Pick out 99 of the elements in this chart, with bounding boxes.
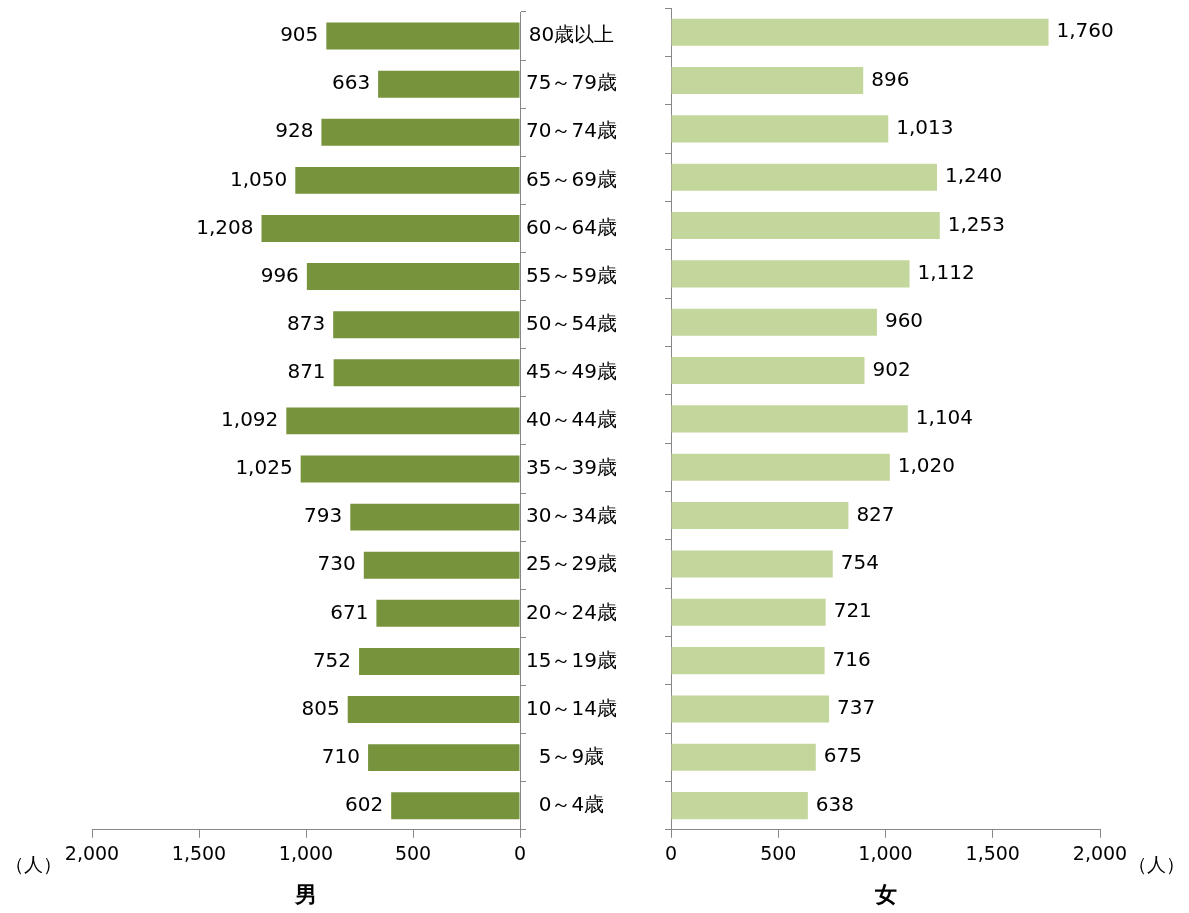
y-tick-label: 50～54歳 (526, 310, 617, 335)
y-tick-label: 45～49歳 (526, 359, 617, 383)
bar (359, 647, 520, 675)
data-label: 827 (856, 501, 895, 526)
bar (333, 311, 520, 339)
data-label: 716 (832, 646, 871, 671)
data-label: 871 (287, 359, 326, 383)
data-label: 663 (331, 70, 371, 95)
bar (671, 66, 864, 95)
x-tick-label: 1,000 (278, 842, 334, 865)
data-label: 675 (823, 743, 862, 768)
text: （人） (1128, 852, 1185, 875)
data-label: 1,208 (196, 214, 254, 239)
data-label: 805 (301, 695, 340, 720)
x-axis-title: 女 (873, 881, 897, 907)
data-label: 1,013 (896, 115, 954, 140)
data-label: 896 (871, 66, 910, 91)
y-tick-label: 60～64歳 (526, 214, 617, 239)
y-tick-label: 20～24歳 (526, 599, 617, 624)
data-label: 737 (837, 695, 876, 720)
data-label: 752 (312, 647, 352, 672)
bar (300, 455, 520, 483)
y-tick-label: 15～19歳 (526, 647, 617, 672)
x-tick-label: 500 (394, 842, 432, 865)
bar (671, 502, 849, 530)
x-tick-label: 2,000 (64, 842, 120, 865)
bar (671, 598, 826, 626)
y-tick-label: 0～4歳 (538, 791, 605, 816)
bar (671, 115, 889, 143)
bar (671, 647, 825, 675)
data-label: 1,092 (221, 407, 279, 432)
data-label: 1,050 (230, 166, 288, 191)
data-label: 1,240 (944, 163, 1003, 188)
bar (671, 792, 808, 820)
bar (295, 166, 520, 194)
bar (261, 215, 520, 242)
data-label: 710 (321, 743, 361, 768)
bar (306, 263, 520, 291)
bar (671, 695, 830, 723)
data-label: 721 (833, 598, 872, 623)
data-label: 902 (872, 356, 911, 381)
x-tick-label: 1,500 (965, 842, 1020, 865)
bar (326, 22, 520, 50)
data-label: 928 (275, 118, 314, 143)
x-tick-label: 500 (760, 842, 797, 865)
bar (391, 792, 520, 820)
x-tick-label: 0 (513, 842, 527, 865)
data-label: 996 (260, 262, 299, 287)
bar (368, 744, 520, 772)
bar (378, 70, 520, 98)
y-tick-label: 25～29歳 (526, 551, 617, 576)
y-tick-label: 55～59歳 (526, 262, 617, 287)
bar (321, 118, 520, 146)
bar (333, 359, 520, 387)
bar (363, 551, 520, 579)
bar (671, 163, 937, 191)
y-tick-label: 30～34歳 (526, 503, 617, 528)
data-label: 793 (304, 503, 343, 528)
y-tick-label: 5～9歳 (538, 743, 605, 768)
data-label: 671 (330, 599, 369, 624)
data-label: 1,112 (917, 260, 975, 285)
y-tick-label: 75～79歳 (526, 70, 617, 95)
bar (671, 405, 908, 433)
x-tick-label: 0 (664, 842, 678, 865)
y-tick-label: 65～69歳 (526, 166, 617, 191)
data-label: 873 (286, 310, 326, 335)
bar (376, 599, 520, 627)
y-tick-label: 80歳以上 (528, 22, 615, 47)
x-tick-label: 1,500 (171, 842, 227, 865)
data-label: 638 (815, 791, 855, 816)
data-label: 1,104 (915, 405, 974, 430)
bar (671, 308, 877, 336)
y-tick-label: 10～14歳 (526, 695, 617, 720)
data-label: 1,253 (947, 211, 1006, 236)
data-label: 1,025 (235, 455, 293, 480)
data-label: 1,020 (897, 453, 956, 478)
x-axis-title: 男 (294, 881, 317, 907)
data-label: 754 (840, 550, 879, 575)
data-label: 730 (317, 551, 356, 576)
bar (671, 453, 890, 481)
text: （人） (5, 852, 62, 875)
bar (671, 212, 940, 240)
data-label: 602 (344, 791, 384, 816)
y-tick-label: 70～74歳 (526, 118, 617, 143)
bar (671, 18, 1049, 46)
bar (286, 407, 520, 435)
data-label: 960 (884, 308, 924, 333)
data-label: 1,760 (1056, 18, 1114, 43)
x-tick-label: 1,000 (858, 842, 913, 865)
bar (671, 550, 833, 578)
bar (671, 260, 910, 288)
y-tick-label: 40～44歳 (526, 407, 617, 432)
bar (350, 503, 520, 531)
data-label: 905 (280, 22, 319, 47)
x-tick-label: 2,000 (1072, 842, 1128, 865)
bar (347, 696, 520, 724)
y-tick-label: 35～39歳 (526, 455, 617, 480)
bar (671, 743, 816, 771)
bar (671, 357, 865, 385)
